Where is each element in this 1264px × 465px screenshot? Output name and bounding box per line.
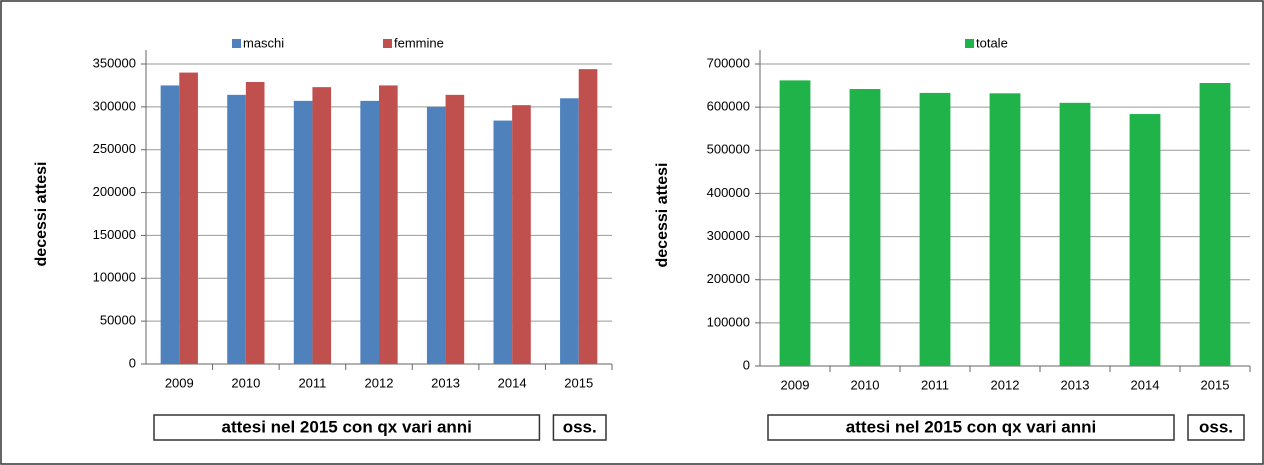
y-tick-label: 300000 [93,98,136,113]
x-tick-label: 2012 [365,375,394,390]
bar [227,94,246,364]
bar [445,94,465,364]
annotation-box [767,414,1175,441]
annotation-box [1187,414,1245,441]
x-tick-label: 2010 [231,375,260,390]
y-tick-label: 350000 [93,55,136,70]
y-axis-label: decessi attesi [33,162,50,267]
bar [179,72,198,365]
bar [1129,114,1161,366]
y-tick-label: 200000 [93,184,136,199]
y-tick-label: 100000 [93,270,136,285]
bar [512,105,531,365]
bar [312,87,332,365]
x-tick-label: 2011 [921,377,949,392]
bar [245,82,265,364]
x-tick-label: 2014 [1131,377,1160,392]
bar [293,100,313,364]
bar [160,85,180,364]
x-tick-label: 2010 [851,377,880,392]
x-tick-label: 2009 [781,377,810,392]
y-tick-label: 250000 [93,141,136,156]
y-tick-label: 500000 [707,142,750,157]
y-tick-label: 700000 [707,55,750,70]
bar [779,80,811,366]
x-tick-label: 2015 [1201,377,1230,392]
x-tick-label: 2013 [431,375,460,390]
y-tick-label: 400000 [707,185,750,200]
bar [1059,102,1091,366]
x-tick-label: 2014 [498,375,527,390]
annotation: oss. [563,417,597,436]
legend-swatch [383,39,392,48]
y-tick-label: 0 [743,357,750,372]
y-axis-label: decessi attesi [654,163,671,268]
bar [560,98,579,365]
x-tick-label: 2009 [165,375,194,390]
legend-label: totale [976,35,1008,50]
x-tick-label: 2011 [298,375,326,390]
annotation-box [552,414,607,441]
y-tick-label: 200000 [707,271,750,286]
legend-label: femmine [394,35,444,50]
y-tick-label: 0 [129,355,136,370]
bar [1199,82,1231,367]
x-tick-label: 2012 [991,377,1020,392]
bar [426,106,446,364]
bar [379,85,398,364]
y-tick-label: 150000 [93,227,136,242]
bar [849,89,881,366]
annotation: oss. [1199,417,1233,436]
y-tick-label: 300000 [707,228,750,243]
x-tick-label: 2013 [1061,377,1090,392]
y-tick-label: 600000 [707,99,750,114]
legend-swatch [965,39,974,48]
y-tick-label: 50000 [100,313,136,328]
bar [578,69,598,365]
legend-swatch [232,39,241,48]
y-tick-label: 100000 [707,314,750,329]
x-tick-label: 2015 [564,375,593,390]
bar [989,93,1021,366]
annotation: attesi nel 2015 con qx vari anni [222,417,472,436]
annotation: attesi nel 2015 con qx vari anni [846,417,1096,436]
bar [493,120,513,364]
legend-label: maschi [243,35,284,50]
bar [919,92,951,367]
annotation-box [153,414,541,441]
bar [360,100,379,364]
